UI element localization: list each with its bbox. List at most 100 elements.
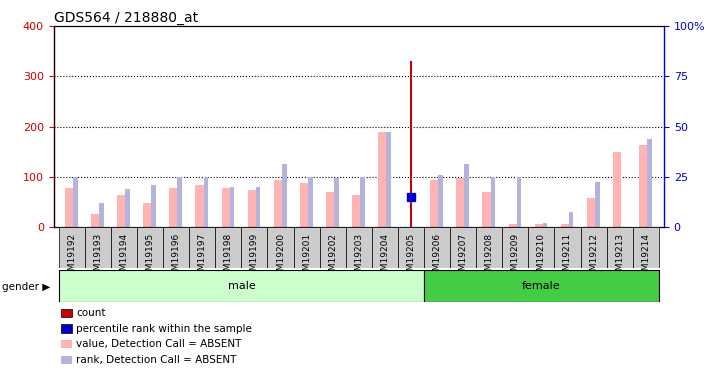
Bar <box>517 177 521 227</box>
Text: value, Detection Call = ABSENT: value, Detection Call = ABSENT <box>76 339 242 349</box>
Text: GSM19206: GSM19206 <box>433 233 441 282</box>
Bar <box>196 185 203 227</box>
Text: rank, Detection Call = ABSENT: rank, Detection Call = ABSENT <box>76 355 237 365</box>
Bar <box>117 195 126 227</box>
Text: GSM19200: GSM19200 <box>276 233 285 282</box>
Bar <box>410 62 412 227</box>
Text: GSM19210: GSM19210 <box>537 233 546 282</box>
Bar <box>65 188 74 227</box>
Bar <box>431 180 438 227</box>
Bar <box>308 177 313 227</box>
Bar <box>91 214 99 227</box>
Bar <box>320 227 346 268</box>
Text: GSM19207: GSM19207 <box>458 233 468 282</box>
Bar <box>273 180 282 227</box>
Text: GSM19211: GSM19211 <box>563 233 572 282</box>
Bar <box>137 227 163 268</box>
Text: GSM19193: GSM19193 <box>94 233 102 282</box>
Text: GSM19196: GSM19196 <box>171 233 181 282</box>
Bar <box>144 203 151 227</box>
Text: GSM19204: GSM19204 <box>381 233 389 282</box>
Bar <box>151 185 156 227</box>
Bar <box>59 227 85 268</box>
Bar <box>595 182 600 227</box>
Text: GSM19202: GSM19202 <box>328 233 337 282</box>
Bar <box>535 224 543 227</box>
Bar <box>528 227 555 268</box>
Bar <box>169 188 178 227</box>
Text: GSM19198: GSM19198 <box>224 233 233 282</box>
Bar <box>398 227 424 268</box>
Text: gender ▶: gender ▶ <box>2 282 51 292</box>
Bar <box>99 203 104 227</box>
Bar <box>111 227 137 268</box>
Bar <box>248 190 256 227</box>
Text: male: male <box>228 281 256 291</box>
Bar <box>203 177 208 227</box>
Bar <box>241 227 268 268</box>
Bar <box>256 187 261 227</box>
Bar <box>216 227 241 268</box>
Bar <box>555 227 580 268</box>
Bar <box>221 188 230 227</box>
Bar <box>372 227 398 268</box>
Text: percentile rank within the sample: percentile rank within the sample <box>76 324 252 333</box>
Bar <box>73 177 78 227</box>
Bar <box>300 183 308 227</box>
Bar <box>491 177 496 227</box>
Text: GSM19213: GSM19213 <box>615 233 624 282</box>
Text: female: female <box>522 281 560 291</box>
Text: GSM19197: GSM19197 <box>198 233 207 282</box>
Bar <box>378 132 386 227</box>
Bar <box>326 192 334 227</box>
Text: GSM19212: GSM19212 <box>589 233 598 282</box>
Text: GDS564 / 218880_at: GDS564 / 218880_at <box>54 11 198 25</box>
Bar <box>178 177 182 227</box>
Bar <box>386 132 391 227</box>
Bar <box>163 227 189 268</box>
Bar <box>346 227 372 268</box>
Bar <box>352 195 361 227</box>
Text: GSM19209: GSM19209 <box>511 233 520 282</box>
Bar <box>613 152 621 227</box>
Bar <box>607 227 633 268</box>
Bar <box>282 164 286 227</box>
Bar <box>483 192 491 227</box>
Bar <box>508 224 517 227</box>
Text: GSM19214: GSM19214 <box>641 233 650 282</box>
Bar <box>464 164 469 227</box>
Bar <box>424 227 450 268</box>
Bar <box>502 227 528 268</box>
Bar <box>424 270 659 302</box>
Text: GSM19201: GSM19201 <box>302 233 311 282</box>
Text: GSM19199: GSM19199 <box>250 233 259 282</box>
Bar <box>189 227 216 268</box>
Text: count: count <box>76 308 106 318</box>
Bar <box>85 227 111 268</box>
Bar <box>543 223 548 227</box>
Bar <box>360 177 365 227</box>
Text: GSM19205: GSM19205 <box>406 233 416 282</box>
Bar <box>456 178 465 227</box>
Bar <box>639 145 648 227</box>
Bar <box>293 227 320 268</box>
Bar <box>125 189 130 227</box>
Bar <box>334 178 338 227</box>
Bar <box>569 212 573 227</box>
Bar <box>587 198 595 227</box>
Bar <box>438 175 443 227</box>
Bar <box>560 224 569 227</box>
Text: GSM19194: GSM19194 <box>119 233 129 282</box>
Bar <box>59 270 424 302</box>
Bar <box>647 139 652 227</box>
Bar <box>580 227 607 268</box>
Text: GSM19192: GSM19192 <box>67 233 76 282</box>
Bar <box>268 227 293 268</box>
Bar <box>476 227 502 268</box>
Text: GSM19195: GSM19195 <box>146 233 154 282</box>
Bar <box>450 227 476 268</box>
Bar <box>230 187 234 227</box>
Bar <box>633 227 659 268</box>
Text: GSM19208: GSM19208 <box>485 233 493 282</box>
Text: GSM19203: GSM19203 <box>354 233 363 282</box>
